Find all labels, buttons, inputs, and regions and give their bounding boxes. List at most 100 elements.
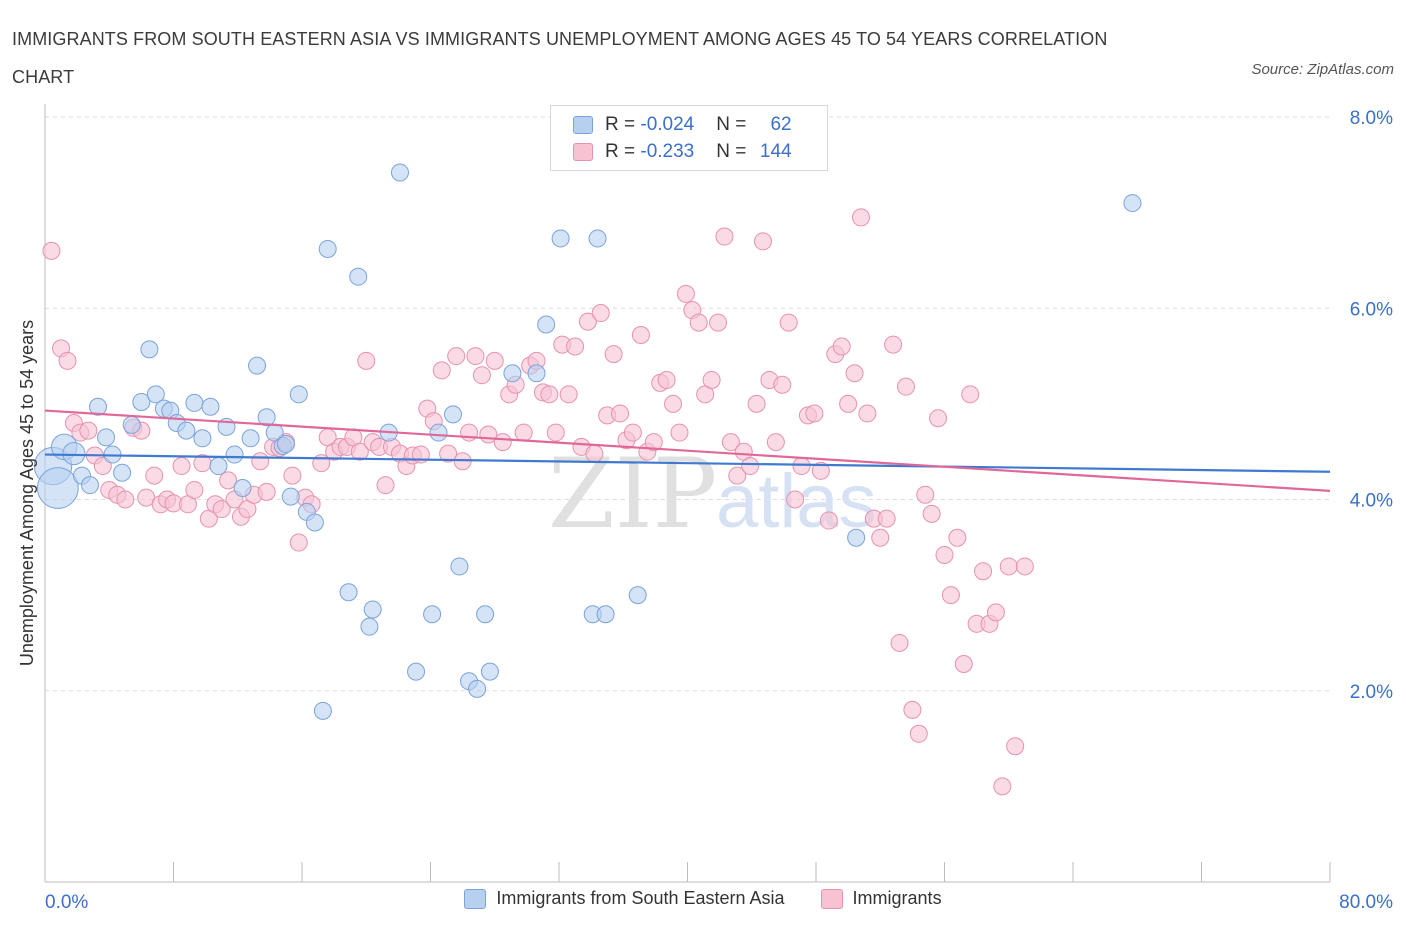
blue-data-point bbox=[289, 385, 308, 404]
pink-data-point bbox=[559, 385, 578, 404]
blue-data-point bbox=[248, 356, 267, 375]
pink-data-point bbox=[961, 385, 980, 404]
blue-data-point bbox=[225, 445, 244, 464]
pink-data-point bbox=[747, 394, 766, 413]
pink-data-point bbox=[922, 504, 941, 523]
blue-data-point bbox=[209, 457, 228, 476]
chart-title: IMMIGRANTS FROM SOUTH EASTERN ASIA VS IM… bbox=[12, 29, 1108, 87]
legend-label: Immigrants from South Eastern Asia bbox=[496, 888, 785, 908]
pink-data-point bbox=[715, 227, 734, 246]
pink-data-point bbox=[289, 533, 308, 552]
y-tick-label: 8.0% bbox=[1350, 108, 1393, 129]
pink-data-point bbox=[432, 361, 451, 380]
pink-data-point bbox=[623, 423, 642, 442]
pink-data-point bbox=[676, 284, 695, 303]
blue-data-point bbox=[318, 239, 337, 258]
legend-item-southeast-asia[interactable]: Immigrants from South Eastern Asia bbox=[464, 888, 785, 909]
pink-data-point bbox=[741, 457, 760, 476]
blue-data-point bbox=[276, 435, 295, 454]
pink-data-point bbox=[578, 312, 597, 331]
pink-data-point bbox=[604, 345, 623, 364]
blue-data-point bbox=[596, 605, 615, 624]
pink-data-point bbox=[591, 304, 610, 323]
pink-data-point bbox=[172, 457, 191, 476]
blue-data-point bbox=[537, 315, 556, 334]
y-tick-label: 2.0% bbox=[1350, 682, 1393, 703]
blue-data-point bbox=[140, 340, 159, 359]
pink-data-point bbox=[948, 528, 967, 547]
blue-trend-line bbox=[44, 453, 1331, 473]
pink-data-point bbox=[664, 394, 683, 413]
blue-data-point bbox=[177, 421, 196, 440]
pink-data-point bbox=[514, 423, 533, 442]
pink-data-point bbox=[935, 545, 954, 564]
blue-data-point bbox=[241, 429, 260, 448]
pink-data-point bbox=[786, 490, 805, 509]
pink-data-point bbox=[644, 433, 663, 452]
pink-data-point bbox=[219, 471, 238, 490]
blue-data-point bbox=[349, 267, 368, 286]
blue-data-point bbox=[1123, 194, 1142, 213]
pink-data-point bbox=[566, 337, 585, 356]
blue-data-point bbox=[390, 163, 409, 182]
blue-data-point bbox=[443, 405, 462, 424]
pink-data-point bbox=[909, 724, 928, 743]
pink-data-point bbox=[116, 490, 135, 509]
pink-data-point bbox=[540, 385, 559, 404]
pink-data-point bbox=[42, 241, 61, 260]
legend-item-immigrants[interactable]: Immigrants bbox=[820, 888, 942, 909]
blue-data-point bbox=[503, 364, 522, 383]
pink-data-point bbox=[832, 337, 851, 356]
pink-data-point bbox=[145, 466, 164, 485]
legend-row-blue: R = -0.024 N = 62 bbox=[573, 112, 792, 138]
tick-labels: 2.0% 4.0% 6.0% 8.0% 0.0% 80.0% bbox=[45, 108, 1393, 913]
watermark-zip: ZIP bbox=[548, 438, 717, 550]
pink-data-point bbox=[357, 351, 376, 370]
pink-data-point bbox=[611, 404, 630, 423]
pink-data-point bbox=[93, 457, 112, 476]
blue-data-point bbox=[450, 557, 469, 576]
pink-data-point bbox=[805, 404, 824, 423]
pink-data-point bbox=[954, 654, 973, 673]
pink-data-point bbox=[811, 461, 830, 480]
legend-swatch-pink bbox=[820, 888, 843, 909]
pink-data-point bbox=[903, 700, 922, 719]
pink-data-point bbox=[929, 409, 948, 428]
pink-data-point bbox=[709, 313, 728, 332]
blue-data-point bbox=[132, 392, 151, 411]
pink-data-point bbox=[472, 366, 491, 385]
x-tick-label: 0.0% bbox=[45, 892, 88, 913]
pink-data-point bbox=[447, 347, 466, 366]
y-tick-label: 4.0% bbox=[1350, 491, 1393, 512]
pink-data-point bbox=[251, 452, 270, 471]
pink-data-point bbox=[819, 511, 838, 530]
pink-data-point bbox=[1015, 557, 1034, 576]
pink-series-points bbox=[42, 208, 1034, 796]
pink-data-point bbox=[376, 476, 395, 495]
blue-data-point bbox=[847, 528, 866, 547]
legend-swatch-blue bbox=[573, 116, 593, 134]
blue-data-point bbox=[185, 393, 204, 412]
blue-data-point bbox=[122, 415, 141, 434]
pink-data-point bbox=[631, 326, 650, 345]
blue-data-point bbox=[363, 600, 382, 619]
pink-data-point bbox=[350, 442, 369, 461]
blue-data-point bbox=[305, 513, 324, 532]
blue-data-point bbox=[429, 423, 448, 442]
blue-data-point bbox=[480, 662, 499, 681]
pink-data-point bbox=[702, 370, 721, 389]
pink-data-point bbox=[890, 633, 909, 652]
pink-data-point bbox=[896, 377, 915, 396]
pink-data-point bbox=[657, 370, 676, 389]
pink-data-point bbox=[485, 351, 504, 370]
pink-data-point bbox=[851, 208, 870, 227]
legend-r-label: R = bbox=[605, 141, 641, 162]
blue-data-point bbox=[551, 229, 570, 248]
blue-data-point bbox=[407, 662, 426, 681]
pink-data-point bbox=[721, 433, 740, 452]
source-label: Source: ZipAtlas.com bbox=[1251, 61, 1394, 78]
blue-data-point bbox=[468, 679, 487, 698]
legend-row-pink: R = -0.233 N = 144 bbox=[573, 139, 792, 165]
pink-data-point bbox=[839, 394, 858, 413]
